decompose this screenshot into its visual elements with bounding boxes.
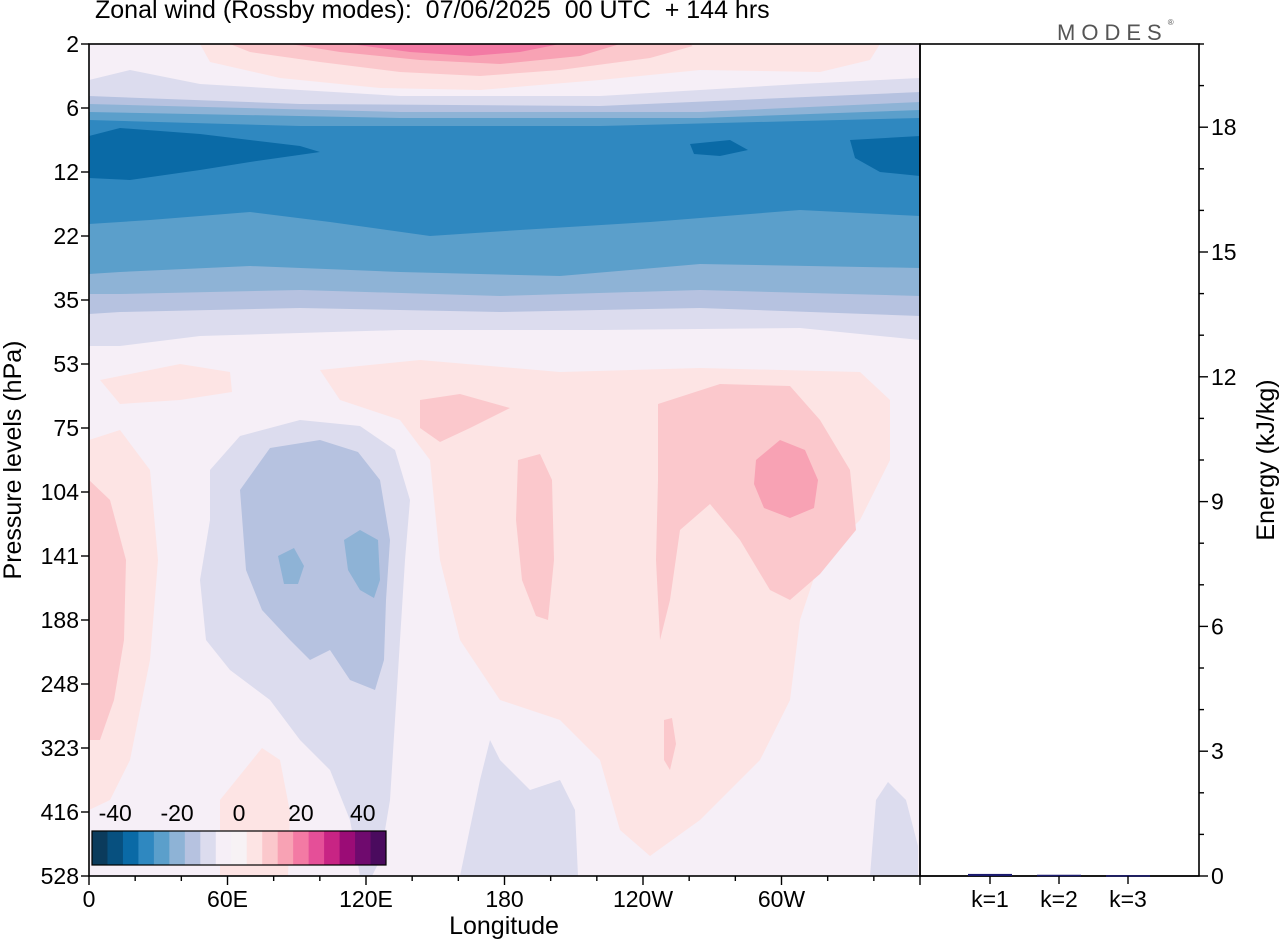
contour-easterly-trop-mid	[240, 440, 390, 690]
y-tick-label: 104	[41, 479, 80, 505]
energy-axis-label: Energy (kJ/kg)	[1252, 379, 1280, 540]
modes-logo: MODES®	[1057, 18, 1174, 46]
energy-tick-label: 9	[1211, 489, 1224, 515]
colorbar-tick-label: 20	[288, 800, 314, 826]
colorbar-swatch	[184, 831, 201, 865]
contour-easterly-trop-core-a	[278, 548, 304, 584]
colorbar-swatch	[92, 831, 108, 865]
contour-easterly-30-right	[850, 136, 920, 176]
y-tick-label: 75	[53, 415, 79, 441]
colorbar-swatch	[293, 831, 310, 865]
colorbar-swatch	[324, 831, 340, 865]
x-tick-label: 60W	[758, 886, 806, 912]
y-tick-label: 416	[41, 799, 79, 825]
colorbar-swatch	[231, 831, 248, 865]
contour-westerly-mid-patch	[420, 394, 510, 442]
x-tick-label: 120E	[339, 886, 393, 912]
contour-easterly-30-left	[89, 128, 320, 180]
contour-westerly-right-core	[754, 440, 818, 518]
colorbar-swatch	[169, 831, 186, 865]
colorbar-tick-label: 0	[233, 800, 246, 826]
energy-category-label: k=1	[971, 886, 1009, 912]
contour-top-westerly-right	[690, 44, 860, 70]
x-tick-label: 0	[83, 886, 96, 912]
contour-easterly-30-mid	[690, 140, 748, 156]
chart-title: Zonal wind (Rossby modes): 07/06/2025 00…	[95, 0, 770, 24]
logo-mark: ®	[1167, 18, 1174, 27]
logo-text: MODES	[1057, 20, 1168, 45]
y-tick-label: 22	[53, 223, 79, 249]
energy-tick-label: 15	[1211, 239, 1237, 265]
colorbar-tick-label: 40	[350, 800, 376, 826]
y-tick-label: 12	[53, 159, 79, 185]
contour-westerly-right-patch	[656, 384, 856, 640]
y-tick-label: 35	[53, 287, 79, 313]
y-tick-label: 53	[53, 351, 79, 377]
energy-tick-label: 6	[1211, 613, 1224, 639]
heatmap-panel	[89, 44, 920, 876]
colorbar-swatch	[370, 831, 387, 865]
energy-bar	[1106, 875, 1150, 877]
energy-panel-frame	[919, 43, 1200, 877]
contour-easterly-trop-core-b	[344, 530, 380, 598]
contour-westerly-small	[664, 718, 676, 770]
y-tick-label: 141	[41, 543, 79, 569]
energy-tick-label: 3	[1211, 738, 1224, 764]
energy-category-label: k=3	[1109, 886, 1147, 912]
contour-easterly-trop-bottom	[460, 740, 578, 876]
y-tick-label: 188	[41, 607, 79, 633]
x-axis-label: Longitude	[449, 912, 559, 940]
energy-bars: k=1 k=2 k=3	[968, 873, 1150, 912]
energy-bar	[1037, 874, 1081, 877]
y-tick-label: 248	[41, 671, 79, 697]
energy-bar	[968, 873, 1012, 876]
x-tick-label: 120W	[613, 886, 673, 912]
colorbar: -40 -20 0 20 40	[91, 800, 387, 866]
contour-easterly-trop-right	[870, 782, 918, 876]
colorbar-tick-label: -40	[99, 800, 132, 826]
colorbar-swatch	[215, 831, 232, 865]
colorbar-swatch	[138, 831, 155, 865]
contour-westerly-upper-left	[100, 364, 232, 404]
colorbar-tick-label: -20	[160, 800, 193, 826]
colorbar-swatch	[246, 831, 263, 865]
colorbar-swatch	[153, 831, 170, 865]
contour-top-westerly-core	[350, 44, 560, 56]
y-tick-label: 323	[41, 735, 79, 761]
y-tick-label: 2	[66, 31, 79, 57]
colorbar-swatch	[122, 831, 139, 865]
colorbar-swatch	[277, 831, 294, 865]
y-tick-label: 528	[41, 863, 79, 889]
colorbar-frame	[91, 830, 387, 866]
contour-westerly-strip	[516, 454, 554, 620]
colorbar-swatch	[355, 831, 371, 865]
x-tick-label: 60E	[207, 886, 248, 912]
y-tick-label: 6	[66, 95, 79, 121]
energy-tick-label: 0	[1211, 863, 1224, 889]
contour-westerly-left-mid	[89, 480, 126, 740]
axes-layer: 0 60E 120E 180 120W 60WLongitude2612223553751…	[0, 31, 1280, 940]
colorbar-swatch	[262, 831, 279, 865]
colorbar-swatch	[107, 831, 124, 865]
energy-category-label: k=2	[1040, 886, 1078, 912]
colorbar-swatch	[339, 831, 356, 865]
x-tick-label: 180	[485, 886, 523, 912]
colorbar-swatch	[200, 831, 217, 865]
energy-tick-label: 18	[1211, 114, 1237, 140]
y-axis-label: Pressure levels (hPa)	[0, 341, 27, 580]
energy-tick-label: 12	[1211, 364, 1237, 390]
colorbar-swatch	[308, 831, 325, 865]
